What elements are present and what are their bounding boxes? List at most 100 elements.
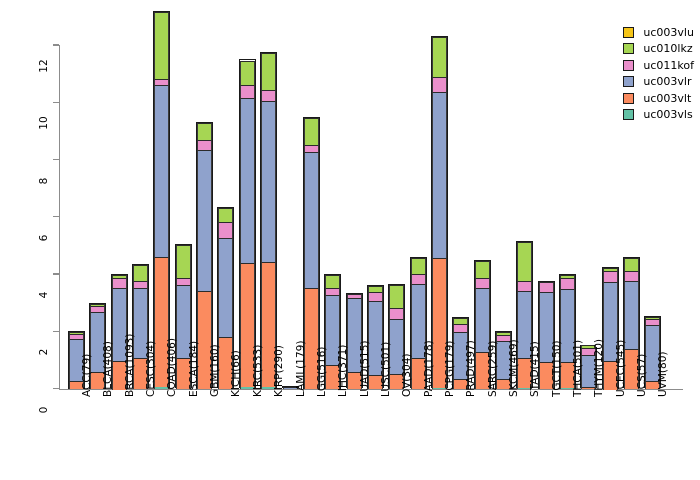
bar-segment-uc003vlt xyxy=(303,287,319,390)
x-tick-label: TGCT(150) xyxy=(550,340,563,397)
x-tick-label: THYM(120) xyxy=(593,338,606,397)
bar-segment-uc011kof xyxy=(453,323,469,333)
bar-segment-uc003vlr xyxy=(346,297,362,373)
x-tick-label: THCA(501) xyxy=(572,339,585,397)
x-tick-label: UCS(57) xyxy=(636,353,649,397)
bar-segment-uc011kof xyxy=(581,347,597,356)
bar xyxy=(153,10,171,390)
bar xyxy=(302,116,320,390)
bar-segment-uc011kof xyxy=(197,140,213,151)
legend-swatch-icon xyxy=(623,76,635,88)
legend-label: uc003vlu xyxy=(643,25,694,39)
bar-segment-uc010lkz xyxy=(624,257,640,271)
bar-segment-uc011kof xyxy=(367,292,383,301)
bar-segment-uc003vlr xyxy=(560,289,576,363)
x-tick-label: COAD(406) xyxy=(166,338,179,397)
y-tick-label: 10 xyxy=(38,116,50,130)
bar xyxy=(68,331,85,390)
bar-segment-uc003vlt xyxy=(346,372,362,390)
bar-segment-uc010lkz xyxy=(197,123,213,141)
legend-swatch-icon xyxy=(623,43,635,55)
bar-segment-uc010lkz xyxy=(325,275,341,288)
bar-segment-uc003vlr xyxy=(154,84,170,257)
bar xyxy=(366,285,384,390)
legend-swatch-icon xyxy=(623,59,635,71)
x-tick-label: PCPG(179) xyxy=(443,340,456,397)
bar-segment-uc011kof xyxy=(410,273,426,284)
bar xyxy=(110,274,128,390)
bar-segment-uc010lkz xyxy=(239,61,255,86)
bar-segment-uc003vlt xyxy=(111,360,127,390)
bar-segment-uc003vlt xyxy=(90,372,106,390)
bar xyxy=(430,36,448,390)
bar-segment-uc003vlt xyxy=(239,262,255,388)
x-tick-label: LIHC(371) xyxy=(337,344,350,397)
bar-segment-uc003vlr xyxy=(239,98,255,263)
bar-segment-uc003vlr xyxy=(218,237,234,337)
bar xyxy=(345,292,363,390)
bar-segment-uc011kof xyxy=(602,270,618,283)
bar xyxy=(388,284,406,390)
x-tick-label: KICH(66) xyxy=(230,350,243,397)
x-tick-label: PAAD(178) xyxy=(422,340,435,397)
legend-label: uc003vlt xyxy=(643,91,692,105)
bar-segment-uc011kof xyxy=(624,270,640,281)
bar-segment-uc011kof xyxy=(303,144,319,152)
legend-swatch-icon xyxy=(623,109,635,121)
bar-segment-uc003vls xyxy=(517,388,533,390)
bar-segment-uc003vlr xyxy=(538,292,554,363)
bar-segment-uc003vlr xyxy=(325,295,341,366)
bar-segment-uc003vls xyxy=(154,386,170,390)
x-tick-label: STAD(415) xyxy=(529,341,542,397)
bar-segment-uc003vlr xyxy=(111,287,127,361)
legend-item: uc003vlt xyxy=(623,90,694,107)
bar-segment-uc011kof xyxy=(389,307,405,320)
bar-segment-uc011kof xyxy=(175,277,191,285)
x-tick-label: BLCA(408) xyxy=(102,341,115,397)
x-tick-label: PRAD(497) xyxy=(465,340,478,397)
bar xyxy=(495,331,512,390)
x-tick-label: ACC(79) xyxy=(81,353,93,397)
bar-segment-uc010lkz xyxy=(367,286,383,293)
bar-segment-uc003vlt xyxy=(154,256,170,387)
bar-segment-uc003vlr xyxy=(410,283,426,358)
bar-segment-uc003vlt xyxy=(410,358,426,390)
bar-segment-uc003vls xyxy=(239,387,255,390)
bar xyxy=(559,274,577,390)
y-tick-mark xyxy=(53,330,59,332)
bar-segment-uc011kof xyxy=(517,280,533,291)
bar xyxy=(537,281,555,390)
bar-segment-uc003vlt xyxy=(602,360,618,390)
bar-segment-uc003vlr xyxy=(282,386,298,390)
bar-segment-uc010lkz xyxy=(303,117,319,145)
y-tick-label: 12 xyxy=(38,59,50,73)
y-tick-label: 0 xyxy=(38,406,50,413)
bar-segment-uc011kof xyxy=(90,306,106,313)
bar-segment-uc010lkz xyxy=(517,242,533,281)
x-tick-label: BRCA(1093) xyxy=(123,333,136,397)
bar-segment-uc011kof xyxy=(261,89,277,102)
bar-segment-uc003vlt xyxy=(197,290,213,390)
bar-segment-uc003vls xyxy=(431,387,447,390)
bar-segment-uc011kof xyxy=(474,277,490,288)
x-tick-label: LUAD(515) xyxy=(358,340,371,397)
bar-segment-uc003vls xyxy=(261,387,277,390)
legend-item: uc011kof xyxy=(623,57,694,74)
bar xyxy=(623,256,641,390)
bar-segment-uc003vlr xyxy=(602,282,618,361)
bar-segment-uc010lkz xyxy=(602,267,618,271)
y-tick-label: 8 xyxy=(38,177,50,184)
x-tick-label: SARC(259) xyxy=(486,340,499,397)
bar-segment-uc003vlt xyxy=(581,386,597,390)
bar-segment-uc003vlt xyxy=(517,358,533,389)
bar-segment-uc003vlt xyxy=(389,373,405,390)
x-tick-label: LUSC(501) xyxy=(379,341,392,397)
bar-segment-uc003vlt xyxy=(496,379,511,390)
legend-label: uc010lkz xyxy=(643,42,693,56)
bar-segment-uc010lkz xyxy=(218,207,234,223)
bar-segment-uc011kof xyxy=(239,85,255,99)
bar-segment-uc003vlt xyxy=(133,358,149,390)
bar xyxy=(452,316,470,390)
legend-item: uc003vlu xyxy=(623,24,694,41)
bar-segment-uc011kof xyxy=(560,277,576,290)
